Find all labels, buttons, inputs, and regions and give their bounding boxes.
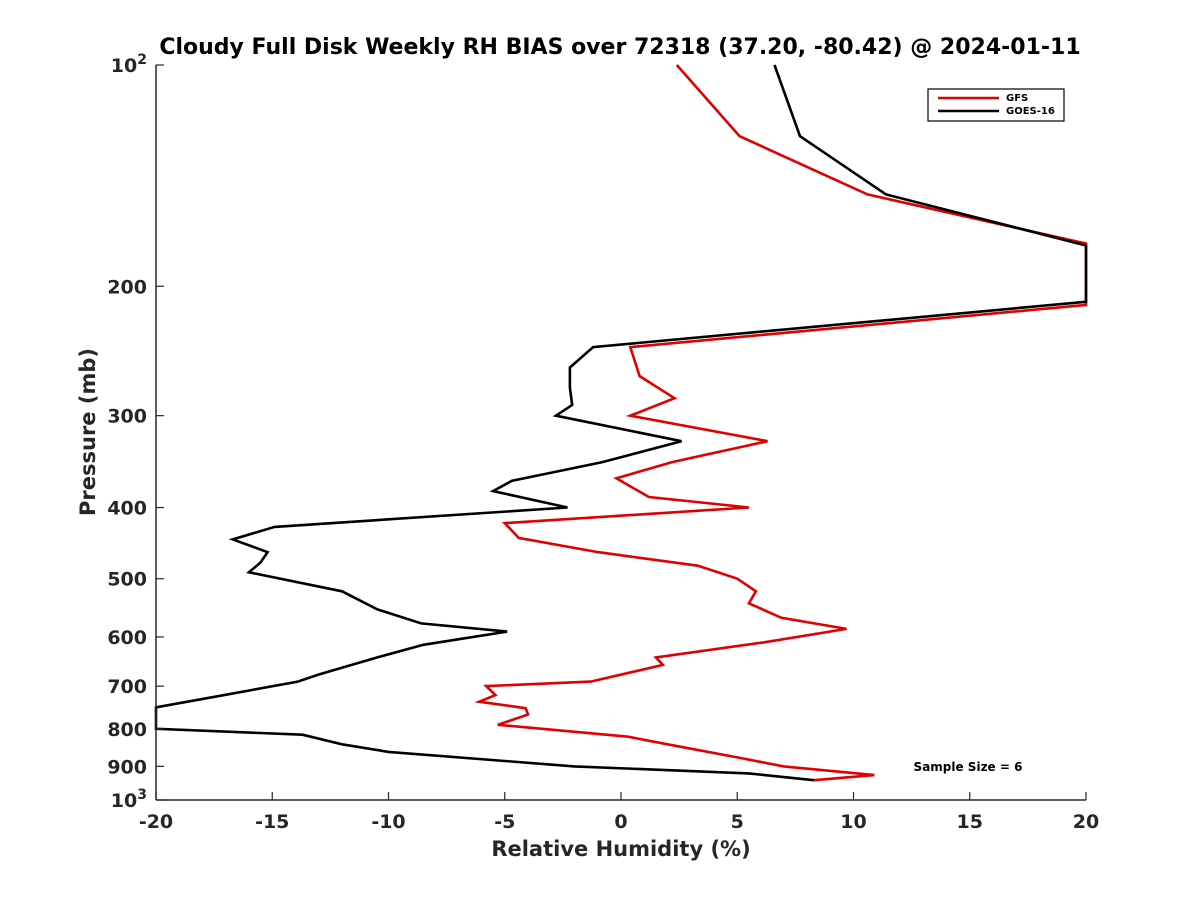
y-tick-label: 900	[107, 756, 147, 778]
x-tick-label: -15	[255, 811, 289, 833]
series-layer	[154, 64, 1088, 782]
legend-label-gfs: GFS	[1006, 93, 1028, 104]
y-tick-label: 103	[111, 787, 147, 812]
legend-box	[927, 88, 1065, 122]
y-axis-label: Pressure (mb)	[76, 348, 100, 516]
y-tick-label: 800	[107, 719, 147, 741]
x-tick-label: -10	[371, 811, 405, 833]
y-tick-label: 600	[107, 627, 147, 649]
x-tick-label: -5	[494, 811, 515, 833]
x-tick-label: 5	[731, 811, 744, 833]
x-axis-label: Relative Humidity (%)	[491, 837, 750, 861]
legend: GFS GOES-16	[927, 88, 1065, 122]
legend-label-goes16: GOES-16	[1006, 106, 1055, 117]
series-line-goes16	[154, 64, 1088, 782]
chart-title: Cloudy Full Disk Weekly RH BIAS over 723…	[159, 35, 1080, 60]
y-tick-label: 102	[111, 52, 147, 77]
sample-size-annotation: Sample Size = 6	[914, 760, 1023, 774]
y-tick-label: 400	[107, 498, 147, 520]
y-tick-label: 500	[107, 569, 147, 591]
x-tick-label: 0	[614, 811, 627, 833]
x-tick-label: -20	[139, 811, 173, 833]
x-tick-label: 20	[1073, 811, 1099, 833]
y-tick-label: 300	[107, 406, 147, 428]
tick-layer: -20 -15 -10 -5 0 5 10 15 20 102 200 300 400 500 600 700…	[107, 52, 1099, 833]
x-tick-label: 15	[957, 811, 983, 833]
y-tick-label: 200	[107, 276, 147, 298]
y-tick-label: 700	[107, 676, 147, 698]
series-line-gfs	[474, 64, 1088, 782]
x-tick-label: 10	[840, 811, 866, 833]
